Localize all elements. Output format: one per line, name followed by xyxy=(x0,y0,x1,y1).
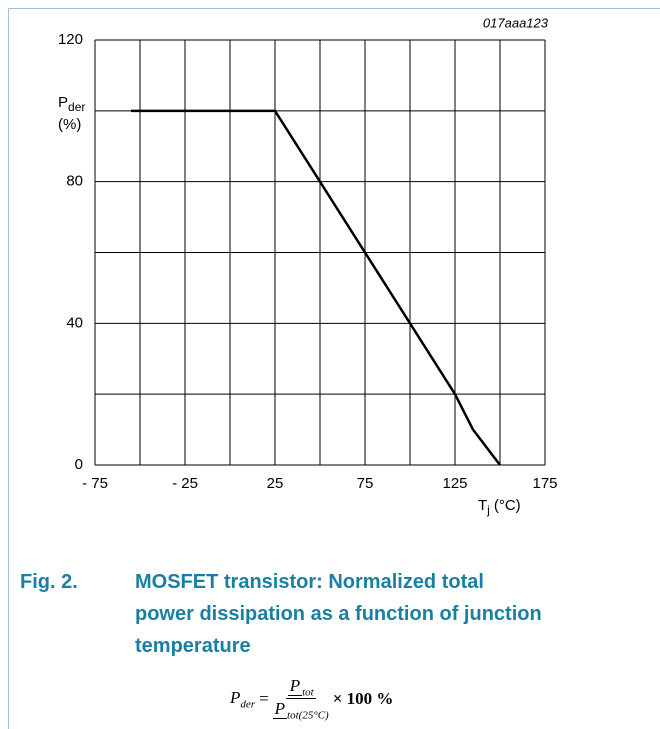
x-tick-label: 175 xyxy=(532,475,557,492)
x-label-main: T xyxy=(478,497,487,514)
t: P xyxy=(230,687,241,707)
y-tick-label: 80 xyxy=(66,173,83,190)
caption-line: temperature xyxy=(135,635,251,657)
t: = xyxy=(259,688,269,708)
chart: 017aaa123 Pder (%) Tj (°C) 0 40 80 120 - 75 - … xyxy=(58,15,558,517)
caption-line: MOSFET transistor: Normalized total xyxy=(135,571,484,593)
y-tick-label: 120 xyxy=(58,31,83,48)
x-label: Tj (°C) xyxy=(478,497,521,517)
line xyxy=(131,109,501,466)
frame xyxy=(8,8,660,729)
caption: MOSFET transistor: Normalized total power… xyxy=(135,566,542,662)
caption-line: power dissipation as a function of junct… xyxy=(135,603,542,625)
figure-code: 017aaa123 xyxy=(483,15,549,30)
t: P xyxy=(272,699,288,720)
y-label: Pder xyxy=(58,94,85,114)
x-label-sub: j xyxy=(486,503,490,517)
y-label-main: P xyxy=(58,94,68,111)
x-tick-label: 125 xyxy=(442,475,467,492)
caption-number: Fig. 2. xyxy=(20,571,78,593)
t: tot(25°C) xyxy=(287,709,329,722)
x-tick-label: 75 xyxy=(357,475,374,492)
t: tot xyxy=(302,686,314,699)
y-tick-label: 40 xyxy=(66,314,83,331)
formula-lhs: Pder xyxy=(230,688,255,710)
t: der xyxy=(240,698,256,711)
x-tick-label: 25 xyxy=(267,475,284,492)
x-tick-label: - 25 xyxy=(172,475,198,492)
t: P xyxy=(287,676,303,696)
y-label-sub: der xyxy=(68,100,85,114)
x-tick-label: - 75 xyxy=(82,475,108,492)
formula-tail: × 100 % xyxy=(332,688,394,708)
y-tick-label: 0 xyxy=(75,456,83,473)
x-label-unit: (°C) xyxy=(494,497,521,514)
y-label-unit: (%) xyxy=(58,116,81,133)
